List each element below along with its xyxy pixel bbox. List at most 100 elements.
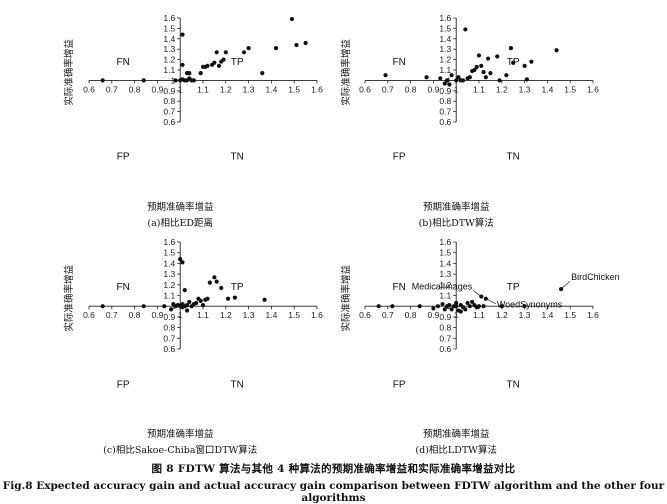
- panel-b-data-point: [554, 48, 559, 53]
- panel-c-data-point: [187, 299, 192, 305]
- panel-c-y-tick-label: 1.6: [163, 237, 175, 247]
- panel-c-data-point: [182, 288, 187, 293]
- panel-c-x-tick-label: 0.7: [106, 310, 118, 320]
- panel-d-data-point: [467, 304, 472, 309]
- panel-a-data-point: [273, 46, 279, 51]
- panel-b-y-tick-label: 1.2: [439, 55, 451, 65]
- panel-d-x-axis-label: 预期准确率增益: [423, 428, 490, 440]
- panel-d-data-point: [417, 304, 422, 309]
- panel-d-data-point: [449, 307, 454, 312]
- panel-b-x-tick-label: 1.2: [496, 84, 508, 94]
- panel-c-data-point: [180, 260, 185, 265]
- panel-a-data-point: [180, 32, 185, 37]
- panel-a-data-point: [214, 50, 219, 55]
- panel-c-x-tick-label: 0.8: [129, 310, 141, 320]
- panel-a-quadrant-fp: FP: [117, 151, 130, 162]
- panel-a-data-point: [303, 40, 308, 46]
- panel-d-x-tick-label: 1.2: [496, 310, 508, 320]
- panel-a-y-tick-label: 0.8: [163, 96, 175, 106]
- panel-d-data-point: [522, 304, 527, 309]
- panel-a-x-tick-label: 1: [178, 84, 183, 94]
- panel-d-y-tick-label: 1.3: [439, 269, 451, 279]
- panel-c-data-point: [200, 303, 206, 308]
- panel-b-x-tick-label: 1.5: [564, 84, 576, 94]
- panel-a-y-tick-label: 1.3: [163, 44, 175, 54]
- panel-a-y-tick-label: 1.2: [163, 55, 175, 65]
- panel-d-data-point: [376, 304, 381, 309]
- panel-d-x-tick-label: 1.1: [473, 310, 485, 320]
- panel-a-y-tick-label: 0.9: [163, 86, 175, 96]
- panel-c-y-tick-label: 0.9: [163, 312, 175, 322]
- panel-c-quadrant-tp: TP: [231, 282, 244, 293]
- panel-b-data-point: [449, 73, 454, 78]
- panel-d-y-tick-label: 1.5: [439, 248, 451, 258]
- panel-d-y-tick-label: 1.6: [439, 237, 451, 247]
- panel-b-y-tick-label: 1.6: [439, 13, 451, 23]
- panel-c-quadrant-fn: FN: [117, 282, 130, 293]
- panel-a-x-axis-label: 预期准确率增益: [147, 201, 214, 213]
- panel-d-data-point: [454, 304, 459, 309]
- panel-d-x-tick-label: 1.6: [587, 310, 599, 320]
- panel-a-data-point: [260, 71, 265, 76]
- panel-a-data-point: [100, 78, 105, 83]
- panel-a-data-point: [205, 63, 210, 68]
- panel-b-data-point: [444, 78, 450, 83]
- panel-a-data-point: [289, 16, 295, 22]
- panel-b-y-tick-label: 0.6: [439, 117, 451, 127]
- panel-a-y-tick-label: 1.4: [163, 34, 175, 44]
- panel-d-y-tick-label: 0.8: [439, 323, 451, 333]
- panel-c-x-tick-label: 1.2: [220, 310, 232, 320]
- panel-b-data-point: [511, 60, 516, 65]
- panel-c-quadrant-tn: TN: [231, 380, 244, 391]
- panel-d-data-point: [463, 307, 468, 312]
- panel-b-subcaption: (b)相比DTW算法: [419, 217, 494, 229]
- panel-d-annotation-leader: [560, 280, 571, 290]
- panel-d-data-point: [454, 300, 459, 306]
- panel-a-data-point: [246, 46, 251, 51]
- panel-c-y-tick-label: 1.2: [163, 280, 175, 290]
- panel-b-x-tick-label: 1.3: [519, 84, 531, 94]
- panel-c-quadrant-fp: FP: [117, 380, 130, 391]
- panel-d-data-point: [474, 305, 479, 310]
- panel-a-y-axis-label: 实际准确率增益: [63, 39, 75, 106]
- panel-a-x-tick-label: 0.8: [129, 84, 141, 94]
- panel-a-subcaption: (a)相比ED距离: [147, 217, 213, 229]
- panel-a-data-point: [212, 60, 217, 65]
- panel-b-y-tick-label: 0.8: [439, 96, 451, 106]
- panel-a-data-point: [187, 71, 192, 76]
- panel-a-data-point: [294, 42, 299, 48]
- panel-b-y-tick-label: 1.1: [439, 65, 451, 75]
- panel-d-data-point: [470, 299, 475, 305]
- panel-c-data-point: [178, 257, 183, 262]
- panel-c-data-point: [184, 308, 190, 313]
- panel-c-x-tick-label: 1.6: [311, 310, 323, 320]
- panel-d-quadrant-tn: TN: [507, 380, 520, 391]
- panel-c-data-point: [168, 307, 174, 312]
- panel-b-data-point: [463, 27, 468, 32]
- panel-a-y-tick-label: 1.1: [163, 65, 175, 75]
- panel-b-data-point: [454, 78, 459, 83]
- panel-b-x-tick-label: 1: [454, 84, 459, 94]
- panel-d-annotation-label: BirdChicken: [571, 272, 620, 282]
- panel-a-data-point: [173, 78, 178, 83]
- panel-a-data-point: [198, 71, 203, 76]
- panel-b-data-point: [383, 73, 388, 78]
- panel-a-y-tick-label: 0.7: [163, 107, 175, 117]
- panel-c-data-point: [214, 279, 219, 284]
- panel-c-data-point: [207, 280, 212, 285]
- panel-d-y-tick-label: 0.6: [439, 344, 451, 354]
- panel-c-data-point: [184, 303, 190, 308]
- panel-d-x-tick-label: 1.4: [541, 310, 553, 320]
- panel-d-x-tick-label: 1: [454, 310, 459, 320]
- panel-d-data-point: [499, 304, 504, 309]
- panel-d-x-tick-label: 1.5: [564, 310, 576, 320]
- panel-a-data-point: [141, 78, 146, 83]
- panel-d-x-tick-label: 0.7: [382, 310, 394, 320]
- panel-c-data-point: [232, 295, 238, 300]
- panel-d-data-point: [447, 303, 452, 308]
- panel-a-x-tick-label: 1.6: [311, 84, 323, 94]
- panel-b-quadrant-fn: FN: [393, 57, 406, 68]
- panel-d-data-point: [458, 309, 463, 314]
- panel-a-data-point: [221, 57, 226, 62]
